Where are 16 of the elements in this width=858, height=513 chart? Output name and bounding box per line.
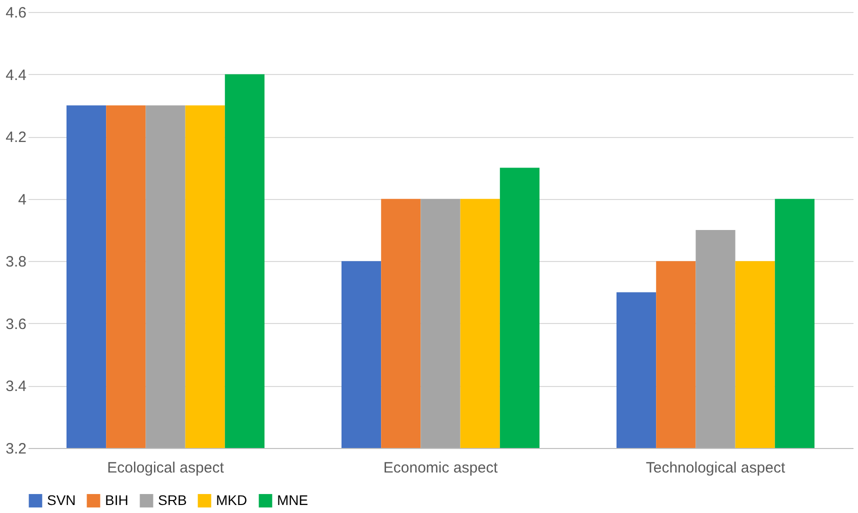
x-tick-label: Ecological aspect: [107, 460, 225, 476]
legend-label: BIH: [105, 492, 128, 508]
y-tick-label: 3.4: [6, 378, 26, 396]
legend-label: MKD: [216, 492, 248, 508]
y-tick-label: 3.6: [6, 316, 26, 333]
y-tick-label: 3.2: [6, 440, 26, 458]
y-tick-label: 4.4: [6, 66, 26, 84]
y-tick-label: 3.8: [6, 254, 26, 271]
legend-label: MNE: [277, 492, 308, 508]
legend-label: SRB: [158, 492, 187, 508]
x-tick-label: Economic aspect: [383, 460, 498, 476]
y-tick-label: 4.2: [6, 129, 26, 146]
y-tick-label: 4.6: [6, 4, 26, 22]
x-tick-label: Technological aspect: [646, 460, 786, 476]
y-tick-label: 4: [18, 191, 26, 208]
legend-label: SVN: [47, 492, 76, 508]
